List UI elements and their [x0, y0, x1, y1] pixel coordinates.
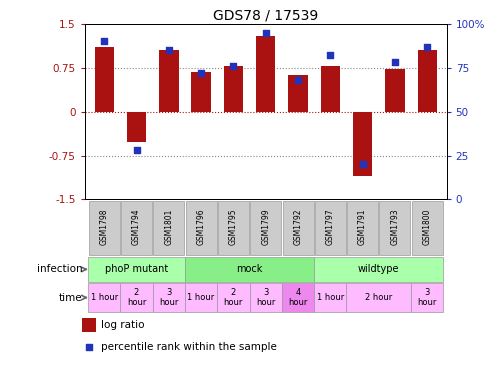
Point [326, 52, 334, 58]
Bar [411, 283, 444, 312]
Bar [120, 283, 153, 312]
Bar [346, 283, 411, 312]
Bar [282, 283, 314, 312]
Bar [217, 283, 250, 312]
Bar [153, 283, 185, 312]
Bar [288, 75, 308, 112]
Text: GSM1794: GSM1794 [132, 208, 141, 245]
Bar [314, 283, 346, 312]
Text: 3
hour: 3 hour [256, 288, 275, 307]
Text: GSM1799: GSM1799 [261, 208, 270, 245]
Bar [321, 66, 340, 112]
Text: GSM1798: GSM1798 [100, 209, 109, 245]
Text: wildtype: wildtype [358, 264, 400, 274]
Text: 3
hour: 3 hour [159, 288, 179, 307]
Text: GSM1797: GSM1797 [326, 208, 335, 245]
Text: time: time [59, 292, 82, 303]
Bar [250, 283, 282, 312]
Point [359, 161, 367, 167]
Point [197, 70, 205, 76]
Bar [385, 70, 405, 112]
Point [261, 30, 269, 36]
Text: GSM1800: GSM1800 [423, 209, 432, 245]
Text: GSM1792: GSM1792 [293, 209, 302, 245]
Text: 4
hour: 4 hour [288, 288, 308, 307]
Title: GDS78 / 17539: GDS78 / 17539 [213, 9, 318, 23]
Text: infection: infection [37, 264, 82, 274]
Point [294, 77, 302, 83]
Bar [89, 201, 120, 255]
Bar [418, 50, 437, 112]
Text: GSM1796: GSM1796 [197, 208, 206, 245]
Bar [314, 257, 444, 282]
Bar [412, 201, 443, 255]
Point [230, 63, 238, 69]
Text: 1 hour: 1 hour [317, 293, 344, 302]
Bar [82, 318, 96, 332]
Text: 3
hour: 3 hour [418, 288, 437, 307]
Text: GSM1801: GSM1801 [164, 209, 173, 245]
Bar [88, 283, 120, 312]
Bar [121, 201, 152, 255]
Point [391, 60, 399, 66]
Point [133, 147, 141, 153]
Bar [88, 257, 185, 282]
Text: 2
hour: 2 hour [224, 288, 243, 307]
Bar [224, 66, 243, 112]
Text: GSM1795: GSM1795 [229, 208, 238, 245]
Bar [353, 112, 372, 176]
Bar [250, 201, 281, 255]
Point [100, 38, 108, 44]
Bar [153, 201, 184, 255]
Text: 1 hour: 1 hour [91, 293, 118, 302]
Bar [282, 201, 313, 255]
Point [165, 47, 173, 53]
Text: GSM1793: GSM1793 [390, 208, 399, 245]
Text: 1 hour: 1 hour [188, 293, 215, 302]
Bar [192, 72, 211, 112]
Text: percentile rank within the sample: percentile rank within the sample [101, 342, 277, 352]
Bar [94, 47, 114, 112]
Point [423, 44, 431, 49]
Bar [256, 36, 275, 112]
Text: phoP mutant: phoP mutant [105, 264, 168, 274]
Text: 2
hour: 2 hour [127, 288, 146, 307]
Text: mock: mock [237, 264, 263, 274]
Bar [315, 201, 346, 255]
Bar [185, 283, 217, 312]
Bar [127, 112, 146, 142]
Bar [185, 257, 314, 282]
Text: GSM1791: GSM1791 [358, 209, 367, 245]
Bar [186, 201, 217, 255]
Bar [159, 50, 179, 112]
Point [85, 344, 93, 350]
Bar [218, 201, 249, 255]
Bar [379, 201, 410, 255]
Text: 2 hour: 2 hour [365, 293, 392, 302]
Text: log ratio: log ratio [101, 320, 145, 330]
Bar [347, 201, 378, 255]
